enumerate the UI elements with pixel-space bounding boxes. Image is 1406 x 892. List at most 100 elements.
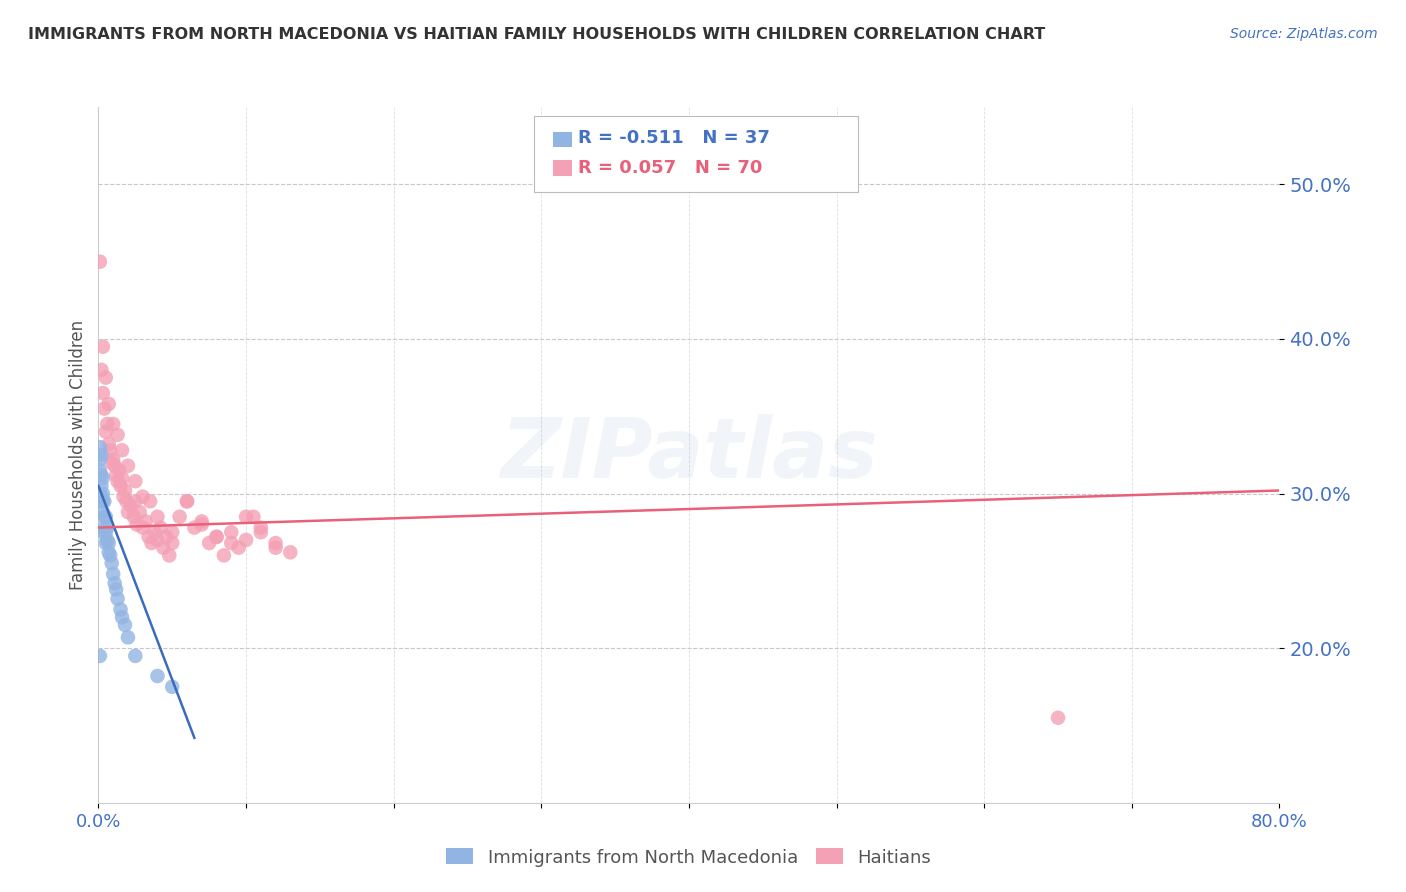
Point [91,505,114,519]
Point [108,463,131,477]
Point [191,517,214,532]
Point [162,525,183,540]
Point [242,509,264,524]
Point [111,471,134,485]
Point [128,505,150,519]
Point [125,517,148,532]
Point [89,648,111,663]
Point [117,505,139,519]
Point [107,474,129,488]
Point [98,443,121,458]
Point [191,515,214,529]
Point [183,520,205,534]
Point [97,397,120,411]
Point [117,458,139,473]
Point [235,509,257,524]
Point [105,468,128,483]
Point [146,509,169,524]
Point [91,471,114,485]
Point [110,479,132,493]
Point [93,520,115,534]
Point [155,530,177,544]
Point [138,530,160,544]
Point [97,437,120,451]
Text: Source: ZipAtlas.com: Source: ZipAtlas.com [1230,27,1378,41]
Point [90,494,112,508]
Point [205,530,228,544]
Point [97,536,120,550]
Point [89,463,111,477]
Point [132,520,155,534]
Point [141,536,163,550]
Point [114,483,136,498]
Point [132,490,155,504]
Point [94,509,117,524]
Point [146,669,169,683]
Point [104,576,127,591]
Point [157,549,180,563]
Point [219,536,242,550]
Point [135,515,157,529]
Point [111,610,134,624]
Point [264,541,287,555]
Point [112,490,135,504]
Point [98,549,121,563]
Point [124,648,146,663]
Point [146,533,169,547]
Point [139,494,162,508]
Point [124,474,146,488]
Point [91,525,114,540]
Point [94,536,117,550]
Point [94,525,117,540]
Point [110,602,132,616]
Point [162,680,183,694]
Point [104,458,127,473]
Point [107,591,129,606]
Point [105,582,128,597]
Point [149,520,172,534]
Point [219,525,242,540]
Text: R = 0.057   N = 70: R = 0.057 N = 70 [578,159,762,177]
Point [100,456,122,470]
Point [235,533,257,547]
Point [90,490,112,504]
Point [103,417,125,431]
Point [1046,711,1069,725]
Point [89,452,111,467]
Point [198,536,221,550]
Point [124,494,146,508]
Point [176,494,198,508]
Point [90,479,112,493]
Point [90,468,112,483]
Point [115,494,138,508]
Point [91,494,114,508]
Point [278,545,302,559]
Point [91,486,114,500]
Text: ZIPatlas: ZIPatlas [501,415,877,495]
Point [264,536,287,550]
Point [176,494,198,508]
Point [205,530,228,544]
Point [94,370,117,384]
Point [117,631,139,645]
Point [212,549,235,563]
Point [152,541,174,555]
Point [107,427,129,442]
Point [143,525,166,540]
Point [122,509,145,524]
Point [162,536,183,550]
Point [103,452,125,467]
Text: IMMIGRANTS FROM NORTH MACEDONIA VS HAITIAN FAMILY HOUSEHOLDS WITH CHILDREN CORRE: IMMIGRANTS FROM NORTH MACEDONIA VS HAITI… [28,27,1046,42]
Point [96,417,118,431]
Point [228,541,250,555]
Point [169,509,191,524]
Point [93,509,115,524]
Point [250,525,273,540]
Point [111,443,134,458]
Point [250,520,273,534]
Point [103,566,125,581]
Point [91,340,114,354]
Point [100,556,122,570]
Text: R = -0.511   N = 37: R = -0.511 N = 37 [578,129,769,147]
Point [90,448,112,462]
